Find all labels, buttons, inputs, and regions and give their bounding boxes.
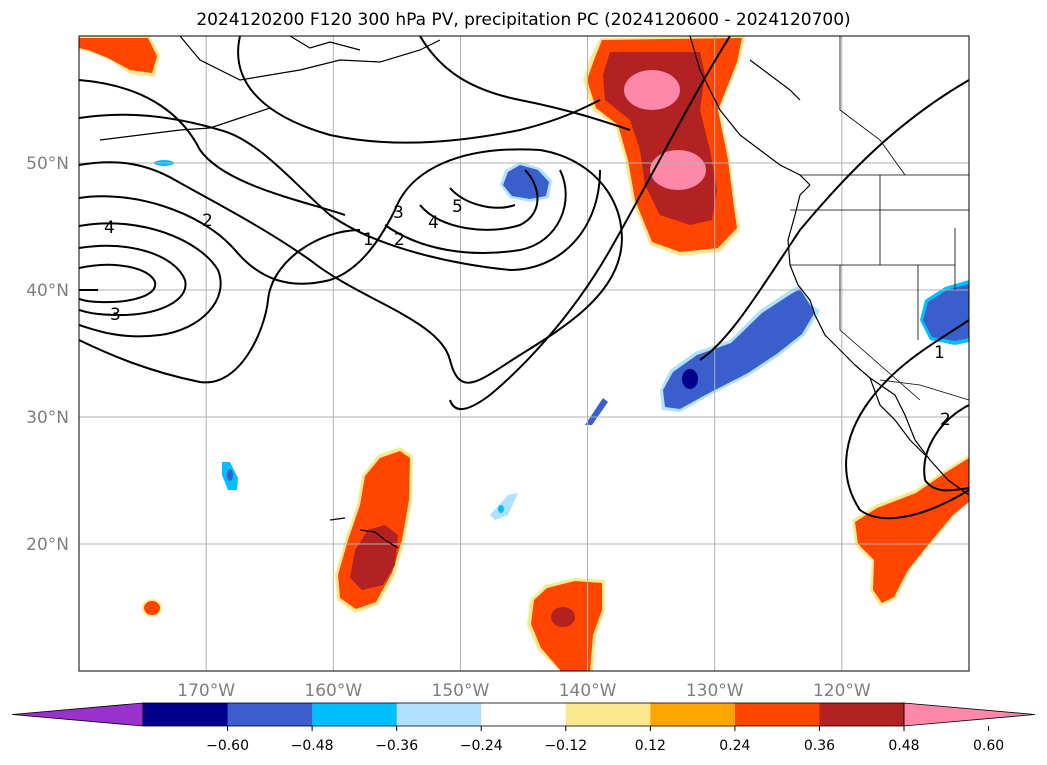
pv-contour <box>237 36 601 144</box>
longitude-tick-label: 140°W <box>559 681 617 701</box>
colorbar-tick-label: −0.36 <box>375 738 418 754</box>
contour-label: 5 <box>452 197 463 217</box>
coastline-aleutians <box>99 107 271 141</box>
colorbar-segment <box>143 703 229 726</box>
colorbar-segment <box>396 703 482 726</box>
map-gridlines <box>79 36 969 671</box>
longitude-labels: 170°W 160°W 150°W 140°W 130°W 120°W <box>177 681 871 701</box>
latitude-tick-label: 30°N <box>26 408 69 428</box>
longitude-tick-label: 170°W <box>177 681 235 701</box>
longitude-tick-label: 130°W <box>686 681 744 701</box>
latitude-tick-label: 40°N <box>26 281 69 301</box>
colorbar-tick-label: 0.48 <box>888 738 919 754</box>
precip-max-region <box>624 70 680 110</box>
colorbar-tick-label: 0.12 <box>635 738 666 754</box>
precip-max-region <box>650 150 706 190</box>
colorbar-tick-label: 0.60 <box>973 738 1004 754</box>
longitude-tick-label: 150°W <box>432 681 490 701</box>
colorbar-tick-label: −0.48 <box>291 738 334 754</box>
precip-negative-region <box>490 493 518 520</box>
contour-label: 3 <box>393 203 404 223</box>
precip-negative-region <box>498 505 504 513</box>
precip-negative-region <box>663 289 815 409</box>
pv-contour <box>79 263 157 304</box>
map-frame <box>78 35 970 672</box>
colorbar-segment <box>734 703 820 726</box>
contour-label: 2 <box>394 230 405 250</box>
pv-contour <box>384 169 567 254</box>
precip-positive-region <box>551 607 575 627</box>
pv-contour <box>449 187 516 209</box>
pv-contour <box>923 404 969 492</box>
pv-contour <box>449 36 731 410</box>
pv-contour <box>699 79 969 361</box>
border-us-mexico <box>879 379 969 401</box>
colorbar-tick-labels: −0.60 −0.48 −0.36 −0.24 −0.12 0.12 0.24 0.36 0.4… <box>206 726 1004 754</box>
coastline-west-us <box>787 184 969 496</box>
precip-positive-region <box>79 38 157 73</box>
pv-contour <box>79 113 601 272</box>
contour-labels: 4 2 3 1 2 3 4 5 1 2 <box>104 197 951 430</box>
coastline-baja <box>869 377 926 456</box>
colorbar-segment <box>819 703 905 726</box>
map-title: 2024120200 F120 300 hPa PV, precipitatio… <box>196 10 851 30</box>
border-states <box>790 175 969 401</box>
colorbar-frame <box>142 702 905 727</box>
contour-label: 4 <box>104 218 115 238</box>
precip-negative-region <box>227 469 233 481</box>
colorbar <box>11 702 1036 727</box>
coastline-pacific-nw <box>689 36 811 186</box>
colorbar-tick-label: 0.36 <box>804 738 835 754</box>
longitude-tick-label: 120°W <box>813 681 871 701</box>
map-panel: 4 2 3 1 2 3 4 5 1 2 <box>79 36 969 671</box>
colorbar-segment <box>481 703 567 726</box>
colorbar-extend-max <box>903 702 1036 727</box>
colorbar-segment <box>565 703 651 726</box>
contour-label: 4 <box>428 213 439 233</box>
colorbar-extend-min <box>11 702 144 727</box>
pv-contour <box>79 222 222 338</box>
colorbar-segment <box>227 703 313 726</box>
contour-label: 2 <box>940 410 951 430</box>
precip-positive-region <box>855 458 969 603</box>
pv-contour <box>419 169 539 231</box>
precip-positive-region <box>144 601 160 615</box>
colorbar-segment <box>312 703 398 726</box>
colorbar-segment <box>650 703 736 726</box>
colorbar-tick-label: 0.24 <box>719 738 750 754</box>
latitude-tick-label: 50°N <box>26 154 69 174</box>
precip-negative-region <box>585 398 608 425</box>
longitude-tick-label: 160°W <box>304 681 362 701</box>
coastline-bering <box>749 59 801 101</box>
pv-contour <box>79 148 623 384</box>
contour-label: 3 <box>110 305 121 325</box>
pv-contour <box>845 319 969 520</box>
colorbar-tick-label: −0.12 <box>544 738 587 754</box>
pv-contour <box>79 229 361 384</box>
coastline-alaska <box>179 36 441 81</box>
pv-contour <box>79 79 346 216</box>
latitude-labels: 50°N 40°N 30°N 20°N <box>26 154 69 555</box>
pv-contour <box>79 244 187 317</box>
coastline-hawaii <box>329 517 399 549</box>
contour-label: 2 <box>202 211 213 231</box>
coastline-alaska <box>289 36 361 51</box>
pv-contour <box>419 36 631 131</box>
colorbar-tick-label: −0.24 <box>460 738 503 754</box>
latitude-tick-label: 20°N <box>26 535 69 555</box>
contour-label: 1 <box>934 343 945 363</box>
precip-negative-region <box>682 369 698 389</box>
political-borders <box>790 36 969 401</box>
contour-label: 1 <box>363 230 374 250</box>
colorbar-tick-label: −0.60 <box>206 738 249 754</box>
coastlines <box>99 36 969 549</box>
pv-contours <box>79 36 969 520</box>
border-canada-internal <box>839 36 906 176</box>
